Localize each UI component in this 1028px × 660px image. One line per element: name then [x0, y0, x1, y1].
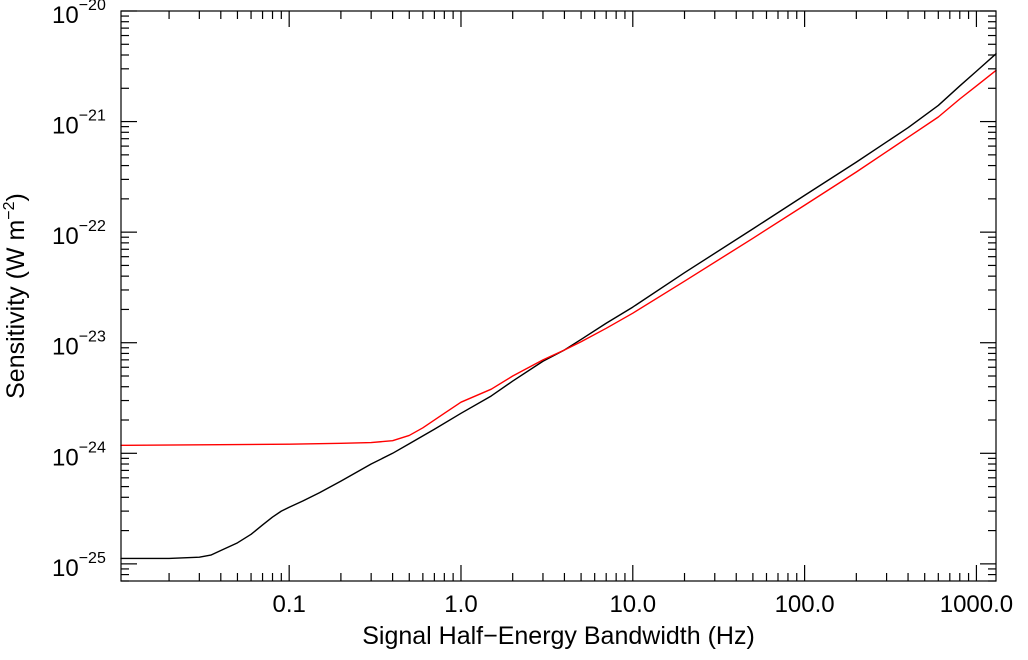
y-axis-label-main: Sensitivity (W m: [2, 220, 30, 399]
red-sensitivity-line: [120, 69, 997, 447]
y-tick-base: 10: [52, 444, 79, 471]
y-tick-exponent: −21: [79, 108, 106, 125]
x-tick-label: 1000.0: [940, 591, 1013, 618]
y-tick-label: 10−24: [52, 439, 106, 471]
y-tick-label: 10−21: [52, 108, 106, 140]
y-tick-exponent: −24: [79, 439, 106, 456]
black-sensitivity-line: [120, 53, 997, 560]
y-tick-exponent: −22: [79, 218, 106, 235]
y-axis-label: Sensitivity (W m−2): [1, 193, 30, 399]
x-tick-label: 100.0: [775, 591, 835, 618]
y-tick-base: 10: [52, 334, 79, 361]
y-tick-base: 10: [52, 113, 79, 140]
y-axis-label-close: ): [2, 193, 30, 201]
y-tick-label: 10−25: [52, 550, 106, 582]
plot-frame: [120, 10, 997, 582]
y-tick-base: 10: [52, 2, 79, 29]
y-tick-label: 10−20: [52, 0, 106, 29]
y-tick-exponent: −20: [79, 0, 106, 14]
y-tick-label: 10−23: [52, 329, 106, 361]
x-tick-label: 10.0: [609, 591, 656, 618]
y-tick-exponent: −23: [79, 329, 106, 346]
y-tick-label: 10−22: [52, 218, 106, 250]
y-axis-label-superscript: −2: [1, 201, 18, 219]
tick-layer: 0.1 1.0 10.0 100.0 1000.010−2510−2410−2310−2…: [52, 0, 1013, 618]
x-axis-label: Signal Half−Energy Bandwidth (Hz): [362, 622, 755, 650]
x-tick-label: 0.1: [272, 591, 305, 618]
series-layer: [120, 53, 997, 560]
y-tick-exponent: −25: [79, 550, 106, 567]
x-tick-label: 1.0: [444, 591, 477, 618]
y-tick-base: 10: [52, 555, 79, 582]
y-tick-base: 10: [52, 223, 79, 250]
